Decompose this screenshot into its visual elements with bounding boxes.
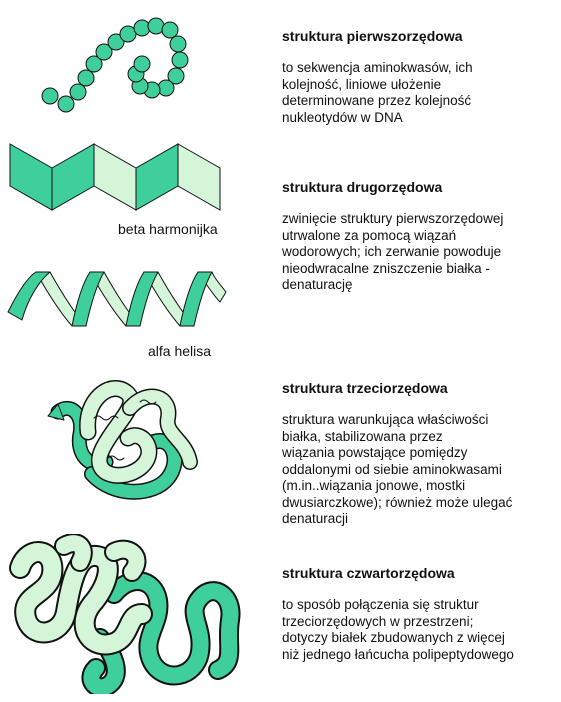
tertiary-wavy-detail [93, 399, 157, 461]
beta-panel [9, 143, 53, 211]
quaternary-light-chain [11, 543, 151, 654]
description-line: białka, stabilizowana przez [282, 428, 443, 444]
beta-sheet-illustration [9, 143, 221, 211]
tertiary-dark-strand [85, 434, 182, 499]
amino-acid-bead [169, 35, 187, 53]
quaternary-structure-illustration [9, 534, 241, 694]
description-line: wiązania powstające pomiędzy [282, 445, 468, 460]
description-line: trzeciorzędowych w przestrzeni; [282, 613, 474, 629]
beta-panel [51, 143, 95, 211]
primary-structure-description: to sekwencja aminokwasów, ich kolejność,… [282, 60, 554, 126]
description-line: to sposób połączenia się struktur [282, 597, 479, 612]
description-line: struktura warunkująca właściwości [282, 412, 489, 427]
description-line: dotyczy białek zbudowanych z więcej [282, 630, 505, 645]
secondary-structure-block: struktura drugorzędowa zwinięcie struktu… [282, 179, 554, 294]
description-line: denaturacji [282, 511, 349, 526]
quaternary-light-chain [106, 541, 145, 580]
tertiary-structure-title: struktura trzeciorzędowa [282, 380, 448, 396]
description-line: wodorowych; ich zerwanie powoduje [282, 244, 502, 259]
description-line: zwinięcie struktury pierwszorzędowej [282, 211, 504, 226]
beta-panel [93, 143, 137, 211]
tertiary-structure-description: struktura warunkująca właściwości białka… [282, 412, 554, 528]
beta-sheet-caption: beta harmonijka [118, 221, 218, 237]
helix-front-segment [179, 271, 213, 327]
beta-panel [177, 143, 221, 211]
secondary-structure-title: struktura drugorzędowa [282, 179, 443, 195]
amino-acid-bead [85, 55, 103, 73]
amino-acid-bead [147, 17, 165, 35]
amino-acid-bead [157, 79, 175, 97]
amino-acid-bead [161, 21, 179, 39]
quaternary-structure-block: struktura czwartorzędowa to sposób połąc… [282, 565, 554, 663]
description-line: to sekwencja aminokwasów, ich [282, 60, 473, 75]
amino-acid-bead [95, 43, 113, 61]
amino-acid-beads [41, 17, 189, 113]
amino-acid-bead [171, 51, 189, 69]
helix-front-segment [7, 271, 51, 321]
primary-structure-block: struktura pierwszorzędowa to sekwencja a… [282, 28, 554, 126]
quaternary-dark-chain [106, 573, 239, 684]
description-line: (m.in..wiązania jonowe, mostki [282, 478, 466, 493]
helix-front-segment [71, 271, 105, 327]
amino-acid-bead [41, 87, 59, 105]
quaternary-light-chain [56, 535, 91, 570]
tertiary-light-strand [80, 381, 156, 483]
description-line: dwusiarczkowe); również może ulegać [282, 494, 513, 510]
amino-acid-bead [69, 83, 87, 101]
amino-acid-bead [133, 55, 151, 73]
description-line: nukleotydów w DNA [282, 109, 403, 125]
beta-panel [135, 143, 179, 211]
description-line: nieodwracalne zniszczenie białka - [282, 260, 490, 276]
description-line: niż jednego łańcucha polipeptydowego [282, 646, 514, 662]
quaternary-structure-title: struktura czwartorzędowa [282, 565, 455, 581]
description-line: denaturację [282, 277, 353, 292]
amino-acid-bead [107, 33, 125, 51]
description-line: kolejność, liniowe ułożenie [282, 76, 442, 92]
tertiary-light-strand [123, 390, 197, 469]
amino-acid-bead [133, 19, 151, 37]
description-line: utrwalone za pomocą wiązań [282, 227, 457, 243]
amino-acid-chain-illustration [41, 17, 189, 113]
helix-front-segment [125, 271, 159, 327]
amino-acid-bead [57, 95, 75, 113]
tertiary-structure-block: struktura trzeciorzędowa struktura warun… [282, 380, 554, 528]
secondary-structure-description: zwinięcie struktury pierwszorzędowej utr… [282, 211, 554, 294]
amino-acid-bead [167, 67, 185, 85]
description-line: oddalonymi od siebie aminokwasami [282, 461, 502, 477]
amino-acid-bead [77, 69, 95, 87]
alpha-helix-caption: alfa helisa [148, 343, 212, 359]
description-line: determinowane przez kolejność [282, 93, 472, 108]
tertiary-strand-end [47, 403, 65, 421]
tertiary-structure-illustration [47, 380, 198, 500]
alpha-helix-illustration [7, 271, 227, 327]
primary-structure-title: struktura pierwszorzędowa [282, 28, 463, 44]
quaternary-structure-description: to sposób połączenia się struktur trzeci… [282, 597, 554, 663]
